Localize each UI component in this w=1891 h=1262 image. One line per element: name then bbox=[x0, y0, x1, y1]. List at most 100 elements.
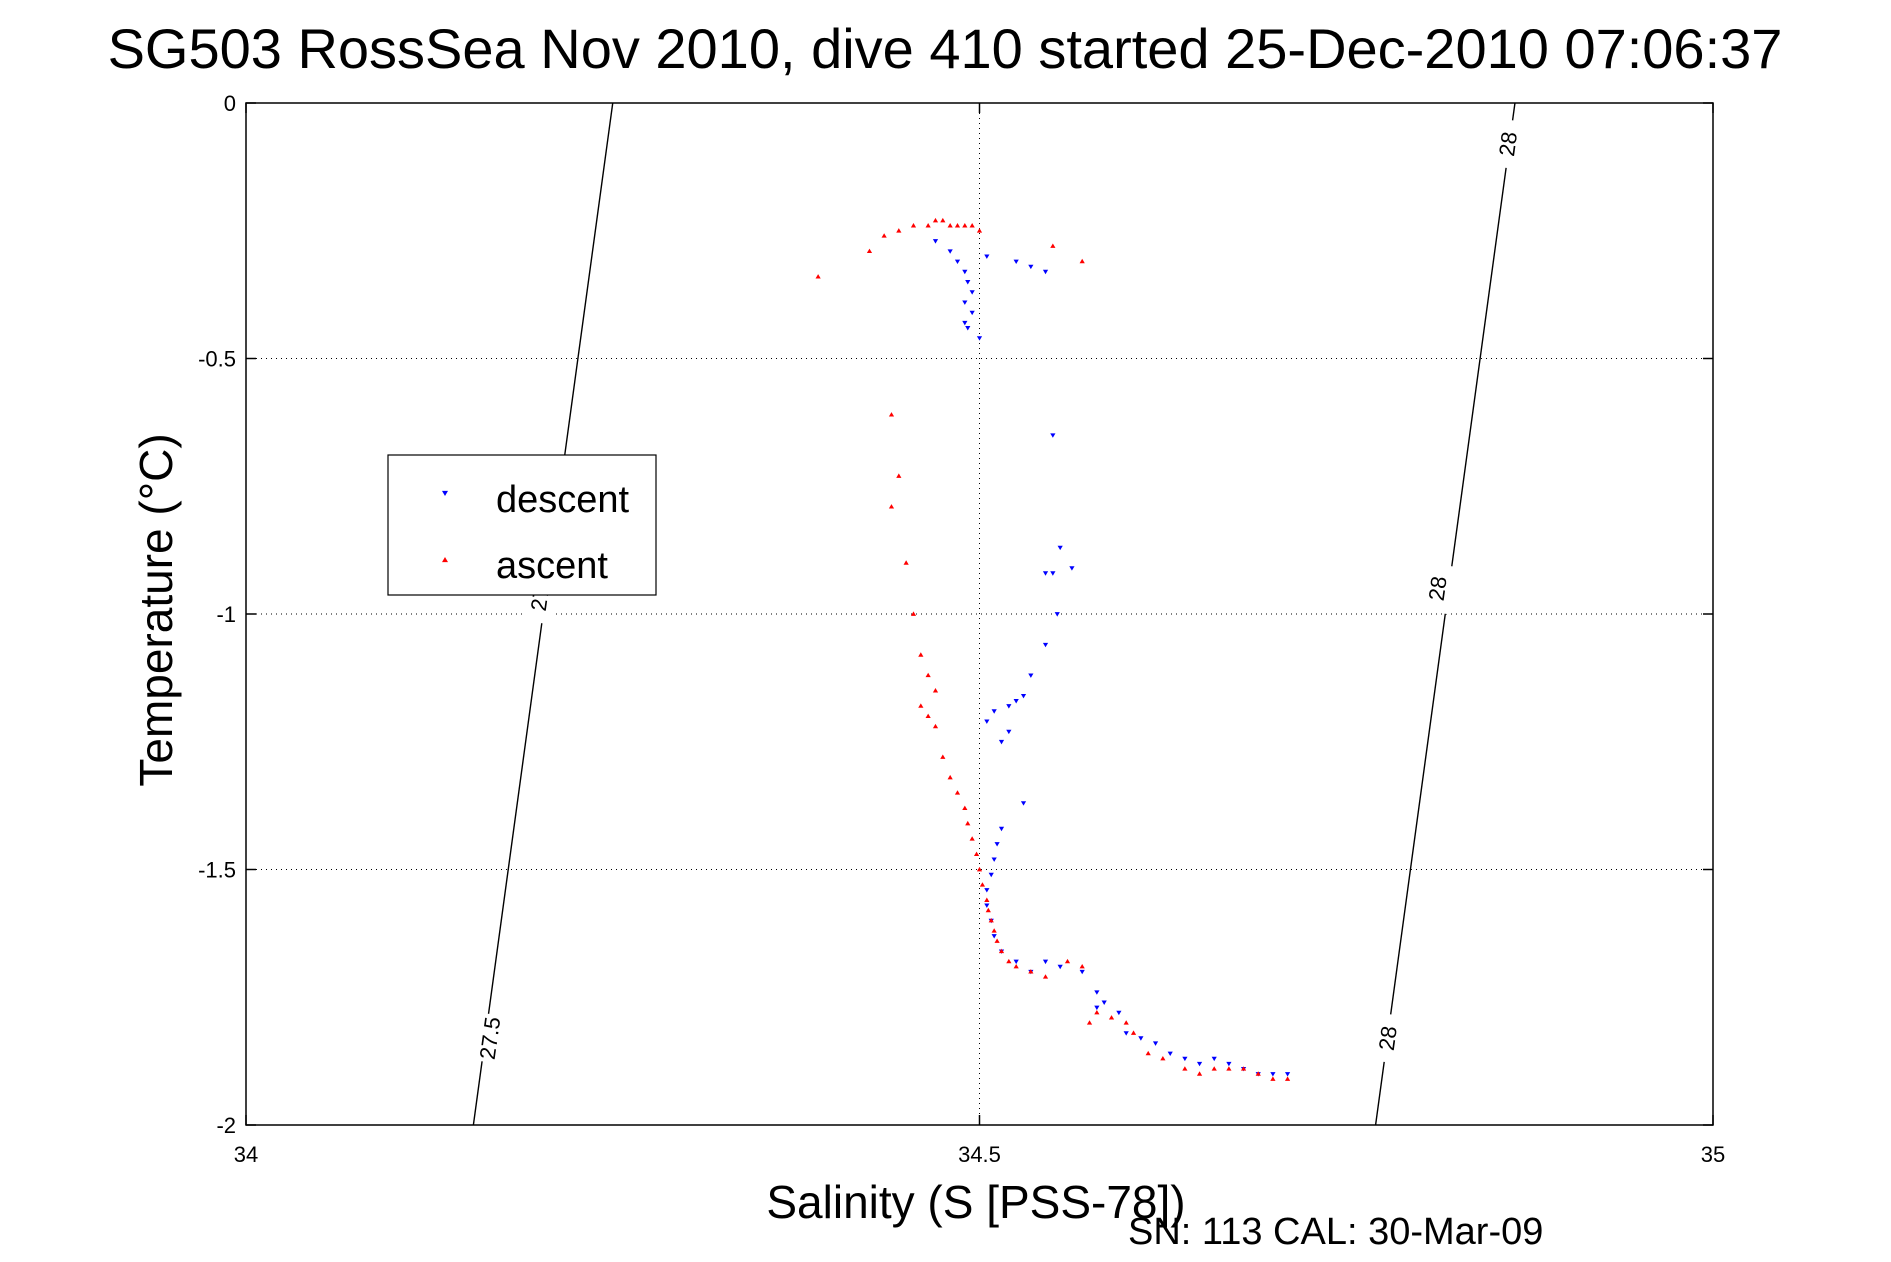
descent-point bbox=[1182, 1056, 1188, 1062]
contour-label: 28 bbox=[1424, 575, 1452, 603]
descent-point bbox=[991, 709, 997, 714]
ascent-point bbox=[932, 723, 939, 729]
ascent-point bbox=[1028, 969, 1034, 974]
ascent-point bbox=[940, 754, 946, 759]
ascent-point bbox=[998, 948, 1005, 954]
ascent-point bbox=[925, 713, 931, 719]
ascent-point bbox=[1064, 958, 1071, 964]
descent-point bbox=[969, 290, 975, 295]
descent-point bbox=[1152, 1041, 1159, 1046]
series-descent bbox=[932, 239, 1291, 1077]
descent-point bbox=[1167, 1051, 1173, 1057]
ascent-point bbox=[918, 652, 924, 657]
descent-point bbox=[1057, 964, 1063, 970]
descent-point bbox=[998, 739, 1005, 745]
ascent-point bbox=[932, 688, 939, 693]
ascent-point bbox=[910, 223, 917, 228]
contour-label-bg bbox=[1419, 562, 1456, 615]
descent-point bbox=[1028, 264, 1034, 270]
contour-label-bg bbox=[1489, 118, 1526, 170]
ascent-point bbox=[925, 672, 931, 678]
descent-point bbox=[962, 300, 968, 305]
y-tick-label: -2 bbox=[216, 1113, 236, 1138]
contour-label: 28 bbox=[1494, 130, 1522, 158]
ascent-point bbox=[1226, 1066, 1232, 1071]
descent-point bbox=[1028, 673, 1034, 678]
descent-point bbox=[947, 249, 953, 254]
ascent-point bbox=[1284, 1076, 1291, 1081]
ascent-point bbox=[1042, 974, 1049, 979]
descent-point bbox=[1101, 1000, 1107, 1005]
descent-point bbox=[1079, 969, 1085, 975]
ascent-point bbox=[962, 223, 968, 228]
ascent-point bbox=[866, 248, 873, 254]
descent-point bbox=[1013, 959, 1019, 965]
ascent-point bbox=[973, 851, 980, 856]
ascent-point bbox=[991, 928, 997, 933]
ascent-point bbox=[985, 907, 991, 913]
descent-point bbox=[984, 719, 990, 724]
descent-point bbox=[1006, 704, 1012, 709]
ascent-point bbox=[888, 504, 895, 509]
descent-point bbox=[984, 888, 990, 893]
ascent-point bbox=[1086, 1020, 1093, 1025]
descent-point bbox=[1226, 1061, 1232, 1067]
y-tick-label: -0.5 bbox=[198, 347, 236, 372]
ascent-point bbox=[976, 866, 983, 872]
legend-ascent-label: ascent bbox=[496, 545, 608, 587]
descent-point bbox=[1050, 571, 1056, 576]
descent-point bbox=[1138, 1036, 1144, 1041]
descent-point bbox=[1211, 1056, 1217, 1062]
contour-label: 27.5 bbox=[475, 1015, 506, 1061]
ascent-point bbox=[1182, 1066, 1188, 1071]
descent-point bbox=[954, 259, 961, 265]
ascent-point bbox=[1196, 1071, 1203, 1076]
ascent-point bbox=[962, 805, 968, 810]
ascent-point bbox=[988, 918, 994, 923]
grid-lines bbox=[245, 102, 1714, 1126]
ascent-point bbox=[947, 774, 953, 780]
descent-point bbox=[1094, 990, 1100, 995]
descent-point bbox=[969, 310, 975, 316]
contour-line-28 bbox=[1374, 102, 1516, 1126]
ascent-point bbox=[1270, 1076, 1276, 1081]
x-tick-label: 34 bbox=[234, 1142, 258, 1167]
legend-ascent-marker bbox=[442, 557, 448, 563]
descent-point bbox=[988, 872, 994, 878]
descent-point bbox=[1050, 433, 1056, 438]
ascent-point bbox=[903, 560, 909, 565]
ascent-point bbox=[947, 223, 953, 228]
data-series bbox=[815, 217, 1291, 1081]
ascent-point bbox=[1079, 258, 1085, 264]
ascent-point bbox=[1130, 1030, 1137, 1035]
contour-label-bg bbox=[1369, 1012, 1406, 1064]
ascent-point bbox=[1108, 1015, 1115, 1020]
ascent-point bbox=[969, 836, 975, 841]
ascent-point bbox=[1211, 1066, 1217, 1071]
ascent-point bbox=[994, 938, 1000, 943]
ascent-point bbox=[1050, 243, 1056, 248]
legend-box bbox=[387, 454, 657, 596]
descent-point bbox=[1284, 1072, 1291, 1077]
descent-point bbox=[1042, 571, 1049, 576]
series-ascent bbox=[815, 217, 1291, 1081]
ascent-point bbox=[932, 217, 939, 223]
descent-point bbox=[1020, 693, 1027, 699]
legend: descent ascent bbox=[387, 454, 657, 596]
descent-point bbox=[1013, 699, 1019, 704]
contour-label-bg bbox=[471, 1012, 508, 1064]
ascent-point bbox=[954, 790, 961, 795]
ascent-point bbox=[1123, 1020, 1129, 1025]
ascent-point bbox=[815, 274, 821, 279]
descent-point bbox=[984, 254, 990, 259]
y-axis-label: Temperature (°C) bbox=[130, 433, 182, 786]
descent-point bbox=[1020, 801, 1027, 806]
ascent-point bbox=[1079, 963, 1085, 969]
y-tick-label: -1 bbox=[216, 602, 236, 627]
ascent-point bbox=[1094, 1009, 1100, 1015]
ascent-point bbox=[1255, 1071, 1261, 1076]
ascent-point bbox=[888, 412, 895, 417]
descent-point bbox=[1042, 959, 1049, 965]
ascent-point bbox=[881, 233, 887, 238]
